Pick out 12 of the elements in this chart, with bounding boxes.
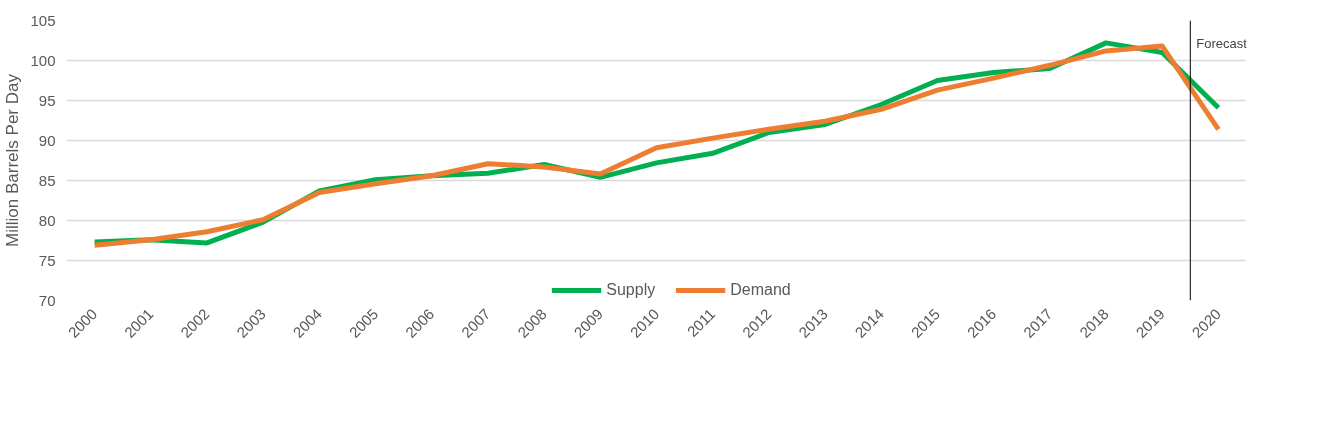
y-tick-label: 95 xyxy=(38,91,56,109)
y-tick-label: 70 xyxy=(38,291,56,309)
legend-label: Supply xyxy=(606,281,656,299)
y-tick-label: 105 xyxy=(30,11,56,29)
y-tick-label: 90 xyxy=(38,131,56,149)
y-axis-title: Million Barrels Per Day xyxy=(3,73,23,247)
legend-label: Demand xyxy=(730,281,791,299)
y-tick-label: 100 xyxy=(30,51,56,69)
y-tick-label: 75 xyxy=(38,251,56,269)
y-tick-label: 80 xyxy=(38,211,56,229)
y-tick-label: 85 xyxy=(38,171,56,189)
ref-line-label: Forecast xyxy=(1196,35,1248,51)
